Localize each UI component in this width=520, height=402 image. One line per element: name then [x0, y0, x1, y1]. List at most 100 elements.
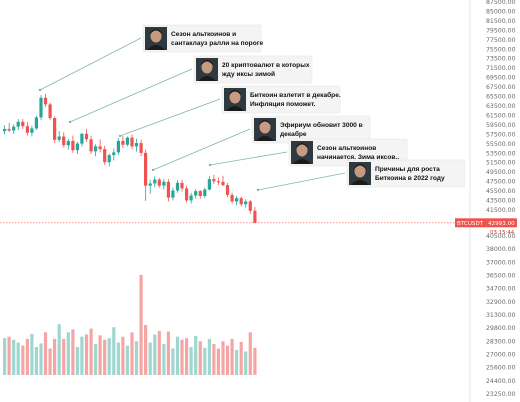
annotation-line-1: Сезон альткоинов [317, 145, 376, 152]
volume-bar [134, 341, 139, 375]
candle-body [130, 137, 134, 147]
volume-bar [84, 334, 89, 375]
volume-tick-label: 32900.00 [486, 299, 516, 306]
avatar [291, 141, 313, 164]
candle [253, 206, 257, 224]
candle-body [116, 140, 120, 153]
candle [121, 136, 125, 148]
avatar [224, 88, 246, 111]
avatar [145, 27, 167, 50]
candle [80, 132, 84, 147]
avatar-hair [259, 120, 271, 125]
candle [153, 176, 157, 188]
price-tick-label: 55500.00 [486, 141, 516, 148]
price-tick-label: 75500.00 [486, 46, 516, 53]
volume-bar [194, 336, 198, 375]
volume-tick-label: 31300.00 [486, 312, 516, 319]
avatar-face [354, 164, 366, 178]
annotation-anchor [208, 163, 212, 167]
annotation-pointer [119, 98, 221, 137]
volume-bar [130, 332, 134, 375]
annotation-pointer [209, 151, 288, 166]
volume-bar [235, 350, 239, 375]
annotation-line-2: начинается. Зима иксов.. [317, 154, 399, 161]
volume-tick-label: 37000.00 [486, 259, 516, 266]
candle-body [162, 181, 166, 186]
candle [134, 138, 139, 152]
avatar-face [259, 120, 271, 134]
candle [144, 149, 148, 201]
annotation-box [142, 24, 262, 53]
candle [198, 190, 202, 199]
candle-body [75, 143, 79, 151]
annotation-anchor [68, 120, 72, 124]
candle-body [112, 152, 116, 156]
price-tick-label: 79500.00 [486, 27, 516, 34]
volume-bar [230, 338, 234, 375]
volume-bar [98, 335, 102, 375]
price-tick-label: 67500.00 [486, 84, 516, 91]
candle [57, 131, 61, 142]
current-price-value: 42993.00 [488, 221, 515, 227]
annotation-anchor [118, 134, 122, 138]
price-tick-label: 53500.00 [486, 150, 516, 157]
volume-bar [116, 342, 120, 375]
price-tick-label: 59500.00 [486, 122, 516, 129]
candle [71, 135, 75, 153]
candle [244, 199, 248, 208]
volume-bar [125, 345, 129, 375]
volume-bar [157, 330, 161, 375]
current-price-tag [455, 218, 517, 228]
candle-body [180, 182, 184, 189]
annotation-line-2: сантаклауз ралли на пороге [171, 40, 263, 47]
annotation-anchor [256, 188, 260, 192]
symbol-label: BTCUSDT [457, 221, 484, 227]
volume-bar [12, 339, 16, 375]
candle [203, 187, 207, 199]
volume-bar [198, 341, 202, 375]
avatar-hair [150, 29, 162, 34]
volume-tick-label: 23250.00 [486, 391, 516, 398]
avatar-shirt [351, 180, 369, 185]
avatar-shirt [256, 136, 274, 141]
candle-body [175, 182, 180, 191]
candle [194, 188, 198, 199]
candle [248, 199, 252, 214]
candle [25, 121, 29, 136]
annotation-pointer [39, 37, 142, 91]
candle [30, 125, 34, 137]
avatar-hair [296, 143, 308, 148]
candle-body [253, 210, 257, 223]
avatar-face [201, 60, 213, 74]
candle-body [194, 191, 198, 196]
price-axis: 87500.00 85000.00 81500.00 79500.00 77500.00… [469, 0, 516, 402]
volume-bar [80, 336, 84, 375]
volume-bar [203, 347, 207, 375]
candle [166, 179, 170, 202]
volume-bar [66, 332, 70, 375]
volume-bar [171, 348, 175, 375]
candle [84, 128, 89, 142]
price-tick-label: 45500.00 [486, 188, 516, 195]
candle-body [216, 181, 220, 183]
volume-bar [189, 347, 193, 375]
price-tick-label: 49500.00 [486, 169, 516, 176]
candle-body [48, 104, 52, 118]
annotation-box [221, 85, 341, 114]
candle [239, 196, 243, 207]
candle-body [153, 179, 157, 184]
avatar-shirt [198, 76, 216, 81]
candle-body [62, 136, 66, 146]
candle-body [7, 128, 11, 131]
volume-bar [112, 327, 116, 375]
annotation-box [346, 159, 466, 188]
avatar [254, 118, 276, 141]
volume-tick-label: 40500.00 [486, 233, 516, 240]
candle [180, 179, 184, 192]
price-tick-label: 57500.00 [486, 131, 516, 138]
avatar-shirt [147, 45, 165, 50]
candle-body [57, 136, 61, 140]
candle-body [166, 181, 170, 198]
